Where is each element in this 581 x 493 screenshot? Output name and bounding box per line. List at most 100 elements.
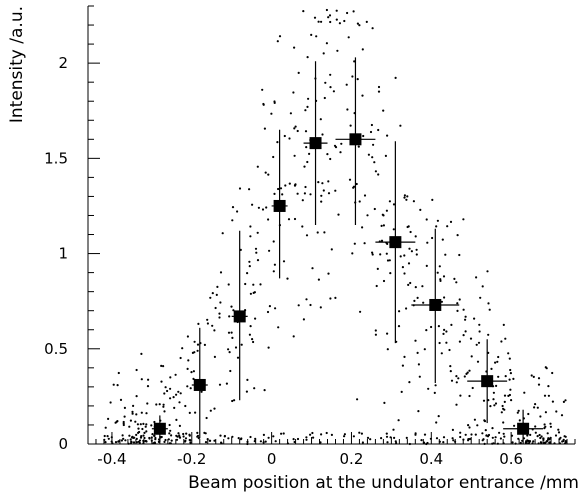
- raw-point: [320, 200, 323, 203]
- raw-point: [382, 109, 385, 112]
- raw-point: [211, 292, 214, 295]
- raw-point: [223, 435, 226, 438]
- raw-point: [277, 187, 280, 191]
- raw-point: [497, 375, 500, 378]
- raw-point: [503, 394, 507, 397]
- raw-point: [334, 146, 338, 149]
- raw-point: [249, 435, 252, 439]
- raw-point: [484, 429, 487, 432]
- raw-point: [408, 381, 411, 384]
- raw-point: [249, 292, 252, 295]
- raw-point: [240, 343, 243, 346]
- raw-point: [305, 438, 308, 441]
- raw-point: [482, 399, 486, 402]
- raw-point: [455, 403, 458, 406]
- raw-point: [549, 425, 553, 428]
- raw-point: [353, 60, 356, 63]
- raw-point: [175, 438, 179, 441]
- raw-point: [374, 329, 377, 332]
- raw-point: [373, 207, 376, 211]
- raw-point: [249, 325, 252, 328]
- raw-point: [407, 225, 410, 228]
- raw-point: [137, 427, 140, 430]
- raw-point: [534, 403, 537, 406]
- raw-point: [249, 235, 252, 238]
- raw-point: [109, 401, 112, 404]
- bin-mean-marker: [193, 378, 206, 391]
- raw-point: [143, 431, 146, 434]
- raw-point: [456, 309, 459, 312]
- x-tick-label: -0.4: [97, 450, 126, 468]
- raw-point: [246, 272, 249, 275]
- raw-point: [380, 437, 383, 440]
- raw-point: [308, 152, 311, 155]
- raw-point: [457, 377, 460, 380]
- raw-point: [123, 415, 126, 418]
- raw-point: [407, 283, 410, 286]
- raw-point: [513, 424, 516, 427]
- raw-point: [248, 188, 251, 191]
- raw-point: [193, 351, 196, 354]
- raw-point: [175, 418, 178, 421]
- raw-point: [293, 46, 296, 49]
- raw-point: [145, 430, 148, 433]
- raw-point: [405, 307, 408, 310]
- raw-point: [104, 441, 107, 444]
- raw-point: [292, 438, 295, 441]
- raw-point: [470, 355, 473, 358]
- raw-point: [374, 170, 377, 173]
- raw-point: [229, 369, 232, 373]
- raw-point: [179, 356, 182, 360]
- raw-point: [539, 415, 542, 418]
- raw-point: [320, 20, 323, 23]
- raw-point: [502, 407, 505, 410]
- raw-point: [228, 315, 231, 318]
- raw-point: [236, 356, 240, 359]
- raw-point: [184, 440, 187, 443]
- raw-point: [144, 439, 147, 443]
- raw-point: [142, 422, 145, 425]
- raw-point: [234, 346, 238, 349]
- raw-point: [332, 90, 335, 93]
- raw-point: [160, 380, 163, 383]
- raw-point: [423, 433, 427, 436]
- raw-point: [416, 296, 419, 299]
- raw-point: [473, 418, 476, 421]
- raw-point: [272, 240, 275, 243]
- raw-point: [320, 433, 323, 436]
- raw-point: [388, 200, 391, 203]
- raw-point: [394, 440, 397, 443]
- raw-point: [530, 374, 533, 377]
- raw-point: [323, 96, 326, 100]
- raw-point: [112, 383, 115, 386]
- raw-point: [273, 192, 276, 195]
- raw-point: [383, 401, 386, 404]
- raw-point: [114, 441, 118, 444]
- raw-point: [358, 200, 361, 203]
- raw-point: [473, 317, 476, 320]
- raw-point: [146, 402, 149, 405]
- raw-point: [172, 396, 175, 399]
- y-axis-title: Intensity /a.u.: [7, 6, 27, 123]
- raw-point: [348, 178, 352, 181]
- raw-point: [557, 431, 561, 434]
- raw-point: [371, 253, 374, 256]
- raw-point: [512, 377, 515, 380]
- raw-point: [106, 435, 109, 438]
- raw-point: [245, 390, 248, 393]
- raw-point: [477, 341, 481, 344]
- raw-point: [103, 434, 106, 438]
- raw-point: [403, 272, 406, 275]
- raw-point: [529, 433, 532, 436]
- raw-point: [292, 335, 295, 338]
- raw-point: [164, 438, 167, 442]
- raw-point: [464, 330, 467, 333]
- raw-point: [560, 414, 564, 417]
- raw-point: [230, 331, 233, 334]
- raw-point: [119, 398, 123, 401]
- raw-point: [281, 193, 284, 196]
- raw-point: [386, 332, 389, 335]
- raw-point: [440, 300, 443, 303]
- raw-point: [430, 325, 433, 329]
- raw-point: [450, 323, 453, 326]
